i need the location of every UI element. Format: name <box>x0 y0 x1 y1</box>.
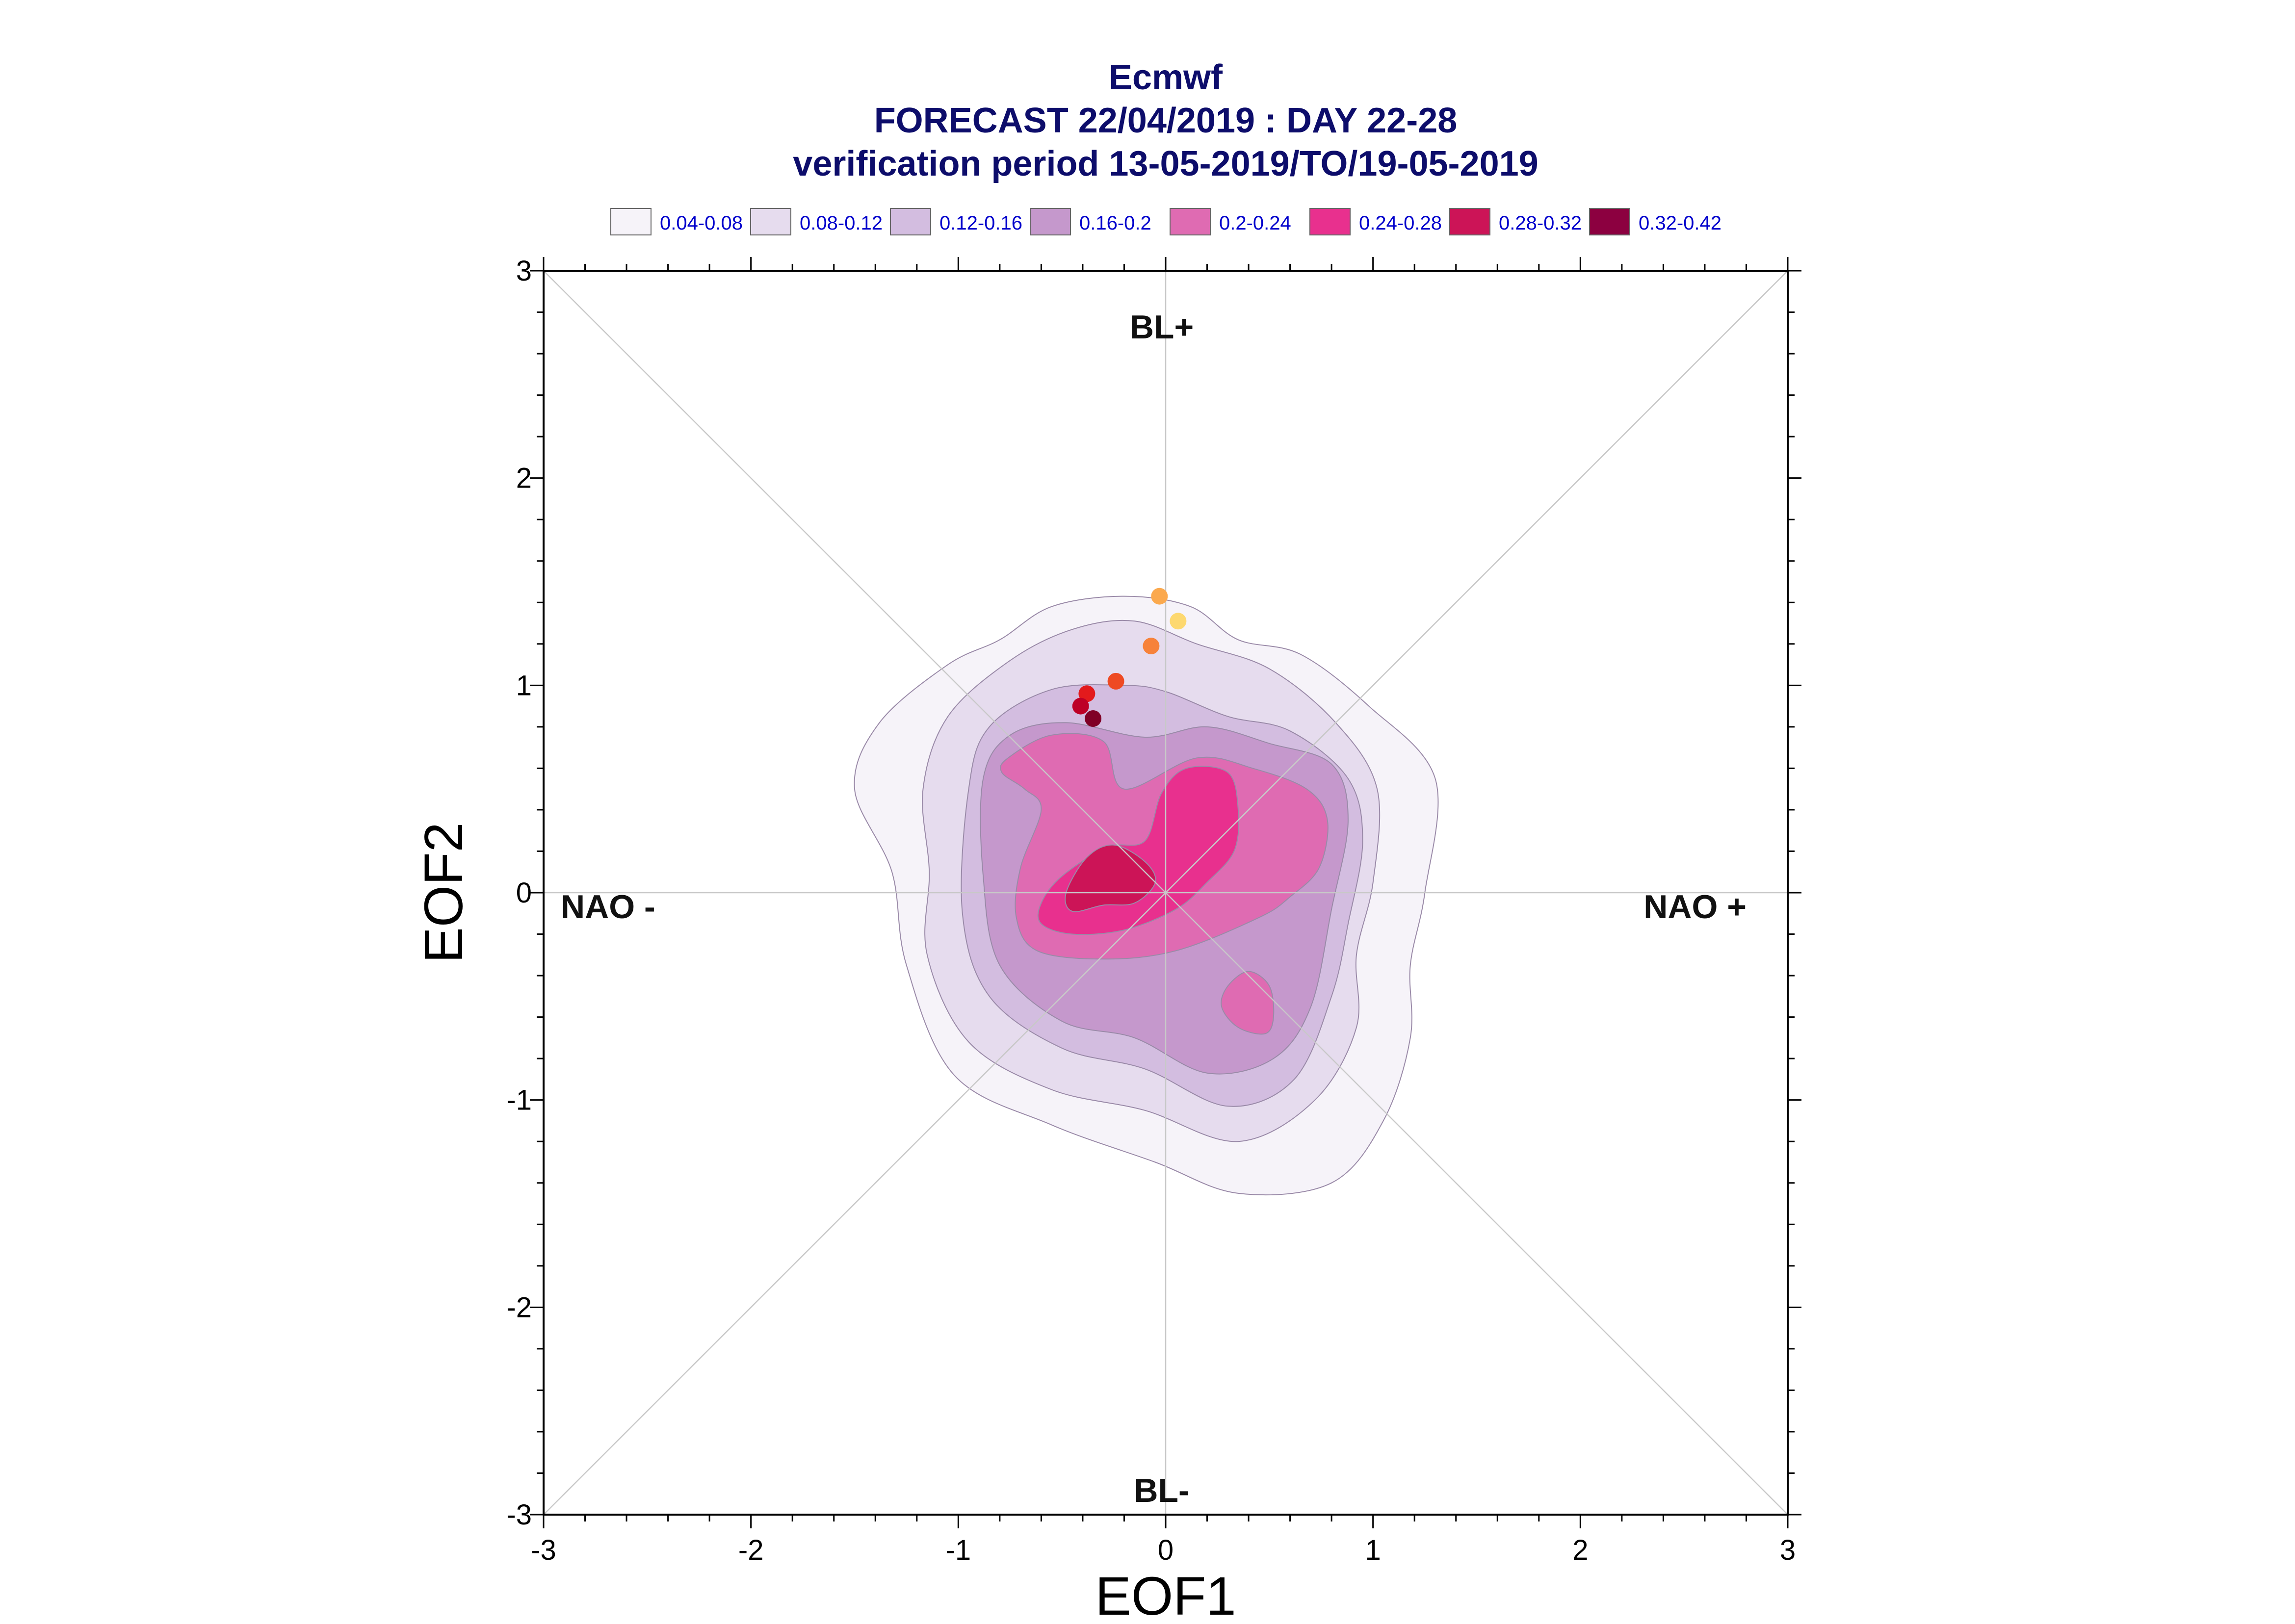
legend: 0.04-0.08 0.08-0.12 0.12-0.16 0.16-0.2 0.2-0… <box>610 208 1721 235</box>
y-axis-title: EOF2 <box>414 822 474 963</box>
chart-subtitle-verification: verification period 13-05-2019/TO/19-05-… <box>793 144 1538 183</box>
y-tick-label: -3 <box>506 1499 532 1531</box>
forecast-points <box>1072 588 1187 727</box>
axis-ticks: -3 -2 -1 0 1 2 3 -3 -2 -1 0 1 2 3 <box>506 255 1801 1566</box>
data-point-5 <box>1072 697 1089 715</box>
x-tick-label: -3 <box>531 1534 556 1566</box>
chart-title: Ecmwf <box>1109 58 1223 97</box>
legend-label-3: 0.16-0.2 <box>1079 212 1151 234</box>
x-axis-title: EOF1 <box>1095 1566 1236 1624</box>
legend-swatch-3 <box>1030 208 1071 235</box>
legend-swatch-4 <box>1170 208 1211 235</box>
legend-label-4: 0.2-0.24 <box>1219 212 1291 234</box>
legend-label-2: 0.12-0.16 <box>939 212 1022 234</box>
regime-labels: BL+ BL- NAO - NAO + <box>561 309 1747 1509</box>
legend-swatch-5 <box>1309 208 1351 235</box>
y-tick-label: -1 <box>506 1084 532 1116</box>
regime-label-nao-minus: NAO - <box>561 888 655 926</box>
regime-label-bl-plus: BL+ <box>1130 309 1194 346</box>
data-point-6 <box>1085 710 1102 727</box>
regime-label-nao-plus: NAO + <box>1643 888 1747 926</box>
legend-swatch-0 <box>610 208 652 235</box>
legend-label-7: 0.32-0.42 <box>1639 212 1721 234</box>
x-tick-label: -2 <box>738 1534 764 1566</box>
density-contours <box>854 595 1439 1196</box>
y-tick-label: 1 <box>516 670 532 701</box>
y-tick-label: 3 <box>516 255 532 287</box>
data-point-3 <box>1107 672 1124 690</box>
legend-label-1: 0.08-0.12 <box>800 212 883 234</box>
legend-label-5: 0.24-0.28 <box>1359 212 1442 234</box>
x-tick-label: -1 <box>946 1534 971 1566</box>
y-tick-label: -2 <box>506 1291 532 1323</box>
y-tick-label: 0 <box>516 877 532 909</box>
legend-label-6: 0.28-0.32 <box>1499 212 1582 234</box>
legend-swatch-6 <box>1449 208 1490 235</box>
x-tick-label: 0 <box>1158 1534 1174 1566</box>
data-point-2 <box>1143 638 1160 655</box>
x-tick-label: 1 <box>1365 1534 1381 1566</box>
axis-titles: EOF1 EOF2 <box>414 822 1236 1624</box>
legend-label-0: 0.04-0.08 <box>660 212 743 234</box>
x-tick-label: 2 <box>1572 1534 1588 1566</box>
chart-titles: Ecmwf FORECAST 22/04/2019 : DAY 22-28 ve… <box>793 58 1538 183</box>
plot-area: -3 -2 -1 0 1 2 3 -3 -2 -1 0 1 2 3 BL+ BL- NAO - NAO + <box>506 255 1801 1566</box>
y-tick-label: 2 <box>516 463 532 494</box>
data-point-1 <box>1170 613 1187 630</box>
data-point-0 <box>1151 588 1168 605</box>
regime-label-bl-minus: BL- <box>1134 1472 1189 1509</box>
legend-swatch-2 <box>890 208 931 235</box>
x-tick-label: 3 <box>1780 1534 1796 1566</box>
guide-lines <box>543 270 1788 1515</box>
data-point-4 <box>1078 685 1095 702</box>
legend-swatch-7 <box>1589 208 1630 235</box>
legend-swatch-1 <box>750 208 791 235</box>
chart-subtitle-forecast: FORECAST 22/04/2019 : DAY 22-28 <box>874 101 1458 140</box>
